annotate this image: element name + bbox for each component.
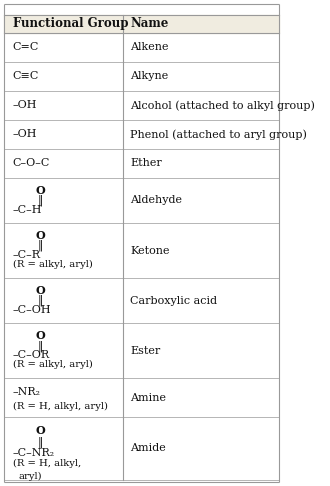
Text: Aldehyde: Aldehyde — [130, 195, 182, 206]
Text: ‖: ‖ — [38, 240, 44, 251]
Text: O: O — [36, 425, 46, 436]
Text: Ketone: Ketone — [130, 245, 170, 256]
Text: O: O — [36, 330, 46, 341]
Text: Alcohol (attached to alkyl group): Alcohol (attached to alkyl group) — [130, 100, 315, 111]
Text: (R = alkyl, aryl): (R = alkyl, aryl) — [13, 260, 92, 269]
Text: aryl): aryl) — [18, 472, 42, 481]
Text: O: O — [36, 230, 46, 241]
Text: –OH: –OH — [13, 101, 37, 110]
Text: C–O–C: C–O–C — [13, 158, 50, 169]
Text: –C–R: –C–R — [13, 250, 41, 260]
Text: (R = H, alkyl,: (R = H, alkyl, — [13, 459, 81, 468]
Text: O: O — [36, 285, 46, 296]
Text: (R = alkyl, aryl): (R = alkyl, aryl) — [13, 360, 92, 369]
Text: –C–H: –C–H — [13, 205, 42, 215]
Text: Alkene: Alkene — [130, 42, 169, 52]
Text: Name: Name — [130, 17, 169, 30]
Text: Alkyne: Alkyne — [130, 71, 169, 81]
Text: ‖: ‖ — [38, 340, 44, 351]
Text: ‖: ‖ — [38, 436, 44, 448]
Text: Carboxylic acid: Carboxylic acid — [130, 295, 217, 306]
Text: Functional Group: Functional Group — [13, 17, 128, 30]
Text: –NR₂: –NR₂ — [13, 387, 41, 397]
Text: Phenol (attached to aryl group): Phenol (attached to aryl group) — [130, 129, 307, 139]
Text: (R = H, alkyl, aryl): (R = H, alkyl, aryl) — [13, 401, 108, 411]
Text: –C–OH: –C–OH — [13, 305, 51, 315]
Bar — [4, 15, 279, 33]
Text: –OH: –OH — [13, 129, 37, 139]
Text: Amine: Amine — [130, 393, 166, 403]
Text: Ester: Ester — [130, 346, 161, 356]
Text: ‖: ‖ — [38, 195, 44, 206]
Text: ‖: ‖ — [38, 295, 44, 306]
Text: O: O — [36, 185, 46, 196]
Text: C≡C: C≡C — [13, 71, 39, 81]
Text: Amide: Amide — [130, 444, 166, 453]
Text: –C–NR₂: –C–NR₂ — [13, 448, 55, 458]
Text: Ether: Ether — [130, 158, 162, 169]
Text: C=C: C=C — [13, 42, 39, 52]
Text: –C–OR: –C–OR — [13, 350, 50, 360]
